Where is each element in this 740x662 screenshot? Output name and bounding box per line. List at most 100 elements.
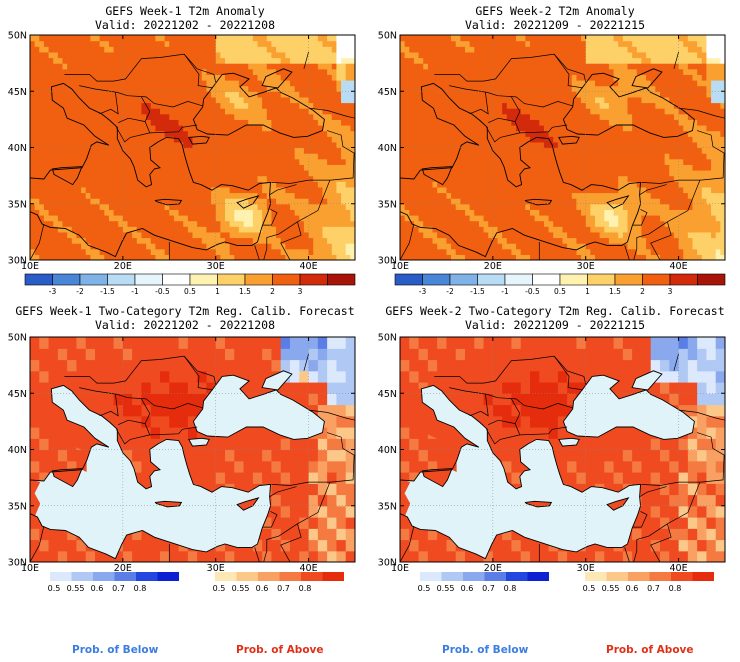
grid-cell [132, 96, 138, 104]
grid-cell [446, 209, 452, 216]
grid-cell [257, 35, 263, 42]
grid-cell [215, 57, 221, 64]
grid-cell [636, 175, 643, 182]
grid-cell [160, 226, 166, 233]
grid-cell [539, 96, 545, 104]
grid-cell [636, 63, 643, 70]
grid-cell [576, 63, 582, 70]
grid-cell [294, 220, 300, 227]
grid-cell [604, 186, 610, 194]
grid-cell [238, 119, 245, 126]
grid-cell [409, 91, 415, 98]
grid-cell [400, 203, 406, 210]
grid-cell [327, 125, 333, 132]
grid-cell [187, 215, 194, 222]
grid-cell [308, 51, 314, 59]
grid-cell [238, 209, 245, 216]
grid-cell [441, 119, 448, 126]
grid-cell [608, 63, 615, 70]
grid-cell [599, 226, 605, 233]
grid-cell [530, 125, 536, 132]
grid-cell [299, 158, 305, 165]
grid-cell [618, 198, 624, 205]
grid-cell [581, 226, 587, 233]
grid-cell [294, 147, 300, 154]
grid-cell [641, 175, 647, 182]
grid-cell [76, 40, 82, 47]
grid-cell [516, 51, 522, 59]
grid-cell [215, 63, 221, 70]
grid-cell [622, 108, 629, 115]
grid-cell [299, 248, 305, 255]
grid-cell [418, 57, 424, 64]
grid-cell [608, 57, 615, 64]
grid-cell [132, 102, 138, 109]
grid-cell [627, 63, 633, 70]
grid-cell [432, 147, 438, 154]
grid-cell [150, 186, 156, 194]
grid-cell [530, 186, 536, 194]
grid-cell [62, 125, 68, 132]
grid-cell [141, 85, 147, 92]
grid-cell [155, 74, 161, 81]
grid-cell [331, 226, 338, 233]
grid-cell [317, 125, 324, 132]
grid-cell [192, 209, 198, 216]
grid-cell [155, 215, 161, 222]
grid-cell [543, 209, 550, 216]
grid-cell [243, 175, 249, 182]
grid-cell [446, 226, 452, 233]
grid-cell [446, 119, 452, 126]
grid-cell [122, 80, 129, 87]
grid-cell [627, 125, 633, 132]
grid-cell [257, 186, 263, 194]
grid-cell [160, 243, 166, 250]
grid-cell [290, 203, 296, 210]
grid-cell [530, 68, 536, 75]
grid-cell [160, 248, 166, 255]
country-border [183, 53, 217, 83]
grid-cell [418, 136, 424, 143]
grid-cell [146, 215, 152, 222]
grid-cell [266, 119, 273, 126]
grid-cell [271, 91, 277, 98]
grid-cell [57, 57, 64, 64]
grid-cell [197, 51, 203, 59]
grid-cell [520, 220, 526, 227]
grid-cell [627, 203, 633, 210]
grid-cell [290, 248, 296, 255]
grid-cell [341, 170, 347, 177]
grid-cell [136, 248, 143, 255]
grid-cell [122, 113, 129, 120]
grid-cell [34, 192, 40, 199]
grid-cell [85, 35, 91, 42]
grid-cell [99, 46, 105, 53]
grid-cell [252, 164, 259, 171]
grid-cell [294, 254, 300, 260]
grid-cell [562, 153, 568, 160]
grid-cell [404, 51, 410, 59]
grid-cell [85, 40, 91, 47]
grid-cell [409, 80, 415, 87]
grid-cell [618, 215, 624, 222]
grid-cell [613, 198, 619, 205]
grid-cell [248, 215, 254, 222]
grid-cell [604, 68, 610, 75]
grid-cell [622, 158, 629, 165]
grid-cell [34, 147, 40, 154]
grid-cell [85, 203, 91, 210]
grid-cell [303, 158, 310, 165]
grid-cell [567, 254, 573, 260]
grid-cell [553, 186, 559, 194]
grid-cell [530, 198, 536, 205]
grid-cell [169, 108, 175, 115]
grid-cell [331, 220, 338, 227]
panel-title: GEFS Week-1 T2m Anomaly [105, 4, 265, 18]
grid-cell [39, 125, 45, 132]
colorbar-swatch [79, 273, 108, 286]
grid-cell [262, 119, 268, 126]
grid-cell [474, 136, 480, 143]
grid-cell [173, 170, 180, 177]
grid-cell [197, 175, 203, 182]
grid-cell [478, 175, 485, 182]
